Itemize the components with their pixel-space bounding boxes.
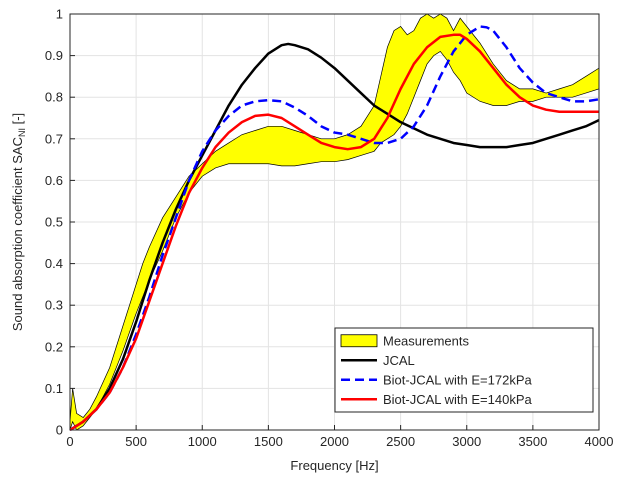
- y-axis-label: Sound absorption coefficient SACNI [-]: [10, 113, 27, 331]
- y-tick-label: 0.5: [45, 215, 63, 230]
- legend: Measurements JCAL Biot-JCAL with E=172kPa B…: [334, 327, 594, 413]
- x-tick-label: 3000: [452, 434, 481, 449]
- legend-label-0: JCAL: [383, 353, 415, 368]
- y-axis-label-subscript: NI: [17, 128, 27, 137]
- y-axis-label-main: Sound absorption coefficient SAC: [10, 137, 25, 331]
- y-tick-label: 0.8: [45, 90, 63, 105]
- y-tick-label: 0.2: [45, 339, 63, 354]
- y-tick-label: 0.7: [45, 131, 63, 146]
- y-tick-label: 0.6: [45, 173, 63, 188]
- x-tick-label: 2000: [320, 434, 349, 449]
- y-tick-label: 0.3: [45, 298, 63, 313]
- x-tick-label: 3500: [518, 434, 547, 449]
- x-tick-label: 4000: [585, 434, 614, 449]
- y-axis-label-unit: [-]: [10, 113, 25, 128]
- legend-label-measurements: Measurements: [383, 333, 469, 348]
- x-tick-label: 2500: [386, 434, 415, 449]
- series-line-1: [69, 25, 600, 432]
- series-layer: [69, 25, 600, 432]
- x-tick-label: 500: [125, 434, 147, 449]
- y-tick-label: 1: [56, 7, 63, 22]
- y-tick-label: 0: [56, 423, 63, 438]
- series-line-2: [69, 33, 599, 432]
- legend-label-2: Biot-JCAL with E=140kPa: [383, 392, 533, 407]
- legend-box: [334, 327, 594, 413]
- axis-ticks: 0 500 1000 1500 2000 2500 3000 3500 4000 0 0.1 0.2 0…: [45, 7, 614, 450]
- x-tick-label: 1500: [254, 434, 283, 449]
- series-line-0: [69, 42, 600, 432]
- y-tick-label: 0.9: [45, 48, 63, 63]
- y-tick-label: 0.1: [45, 381, 63, 396]
- x-axis-label: Frequency [Hz]: [290, 458, 378, 473]
- x-tick-label: 0: [66, 434, 73, 449]
- x-tick-label: 1000: [188, 434, 217, 449]
- y-tick-label: 0.4: [45, 256, 63, 271]
- legend-label-1: Biot-JCAL with E=172kPa: [383, 372, 533, 387]
- legend-swatch-measurements: [340, 334, 378, 348]
